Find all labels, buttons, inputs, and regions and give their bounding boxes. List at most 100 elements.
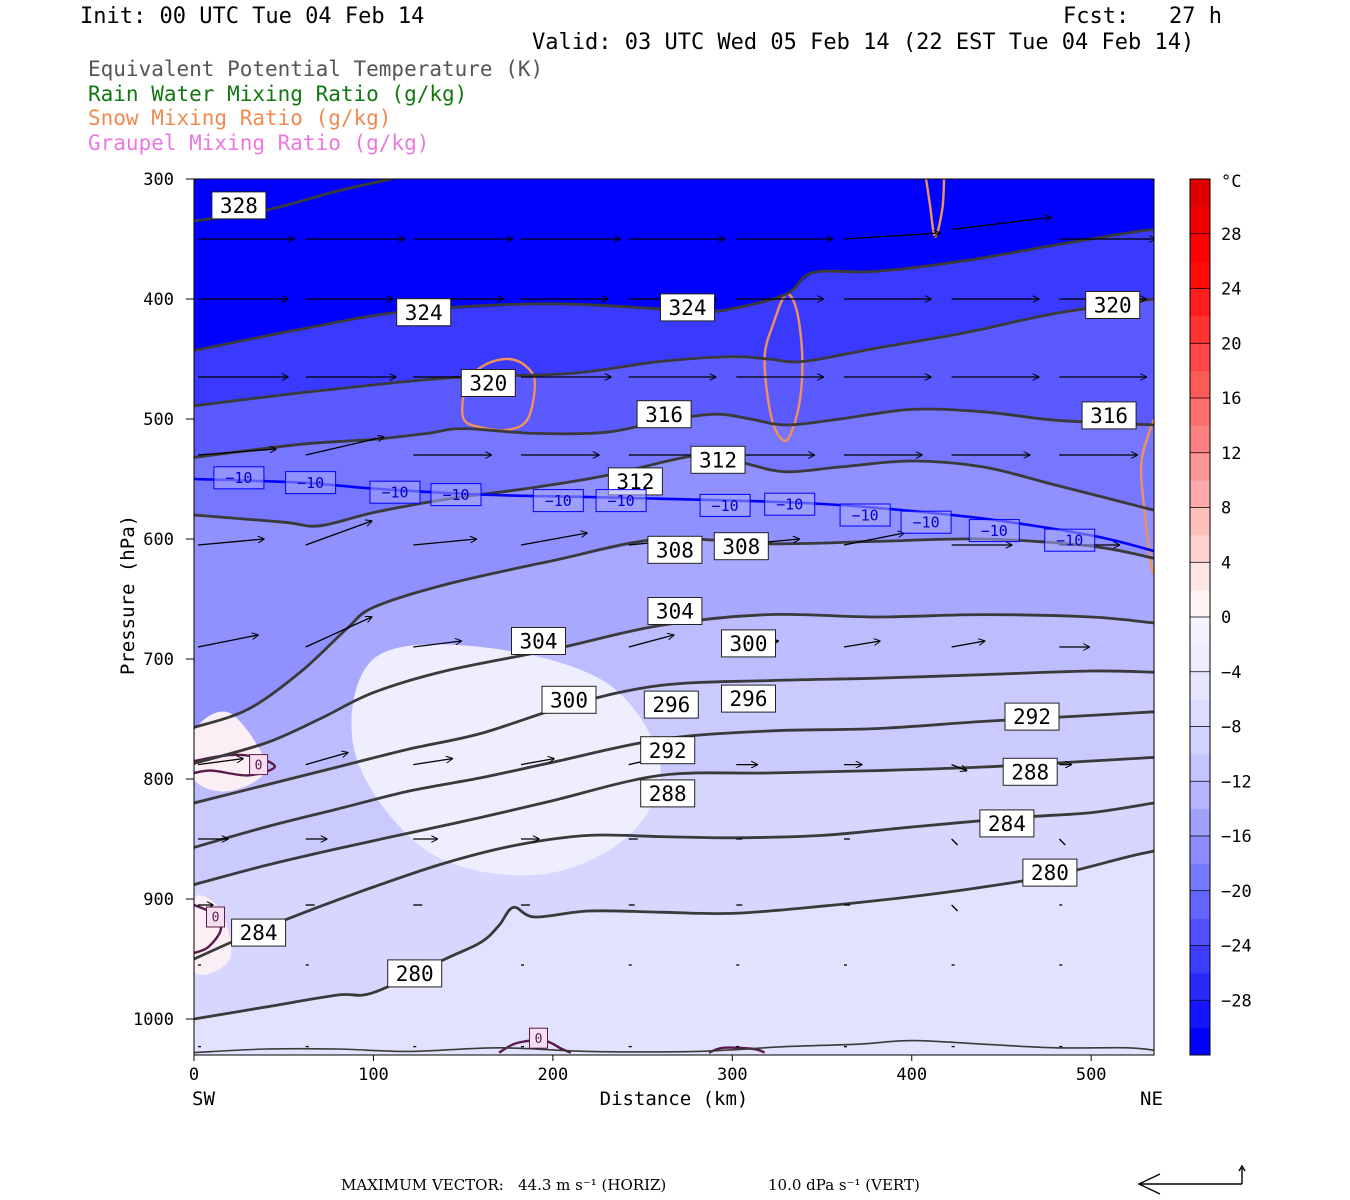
colorbar-swatch <box>1190 534 1210 563</box>
rain-label-box <box>206 906 225 928</box>
temperature-label-box <box>532 489 584 513</box>
theta-e-label-text: 324 <box>405 301 443 325</box>
wind-vector <box>951 641 985 648</box>
colorbar-swatch <box>1190 343 1210 372</box>
theta-e-label-box <box>231 918 287 947</box>
y-tick-label: 600 <box>143 530 174 550</box>
temperature-label: −10 <box>900 510 952 534</box>
wind-vector <box>413 759 452 766</box>
snow-contour <box>763 292 804 442</box>
shade-band <box>194 851 1154 1055</box>
theta-e-label-box <box>211 191 267 220</box>
wind-vector <box>951 838 959 846</box>
theta-e-label-box <box>1022 858 1078 887</box>
theta-e-label-box <box>647 597 703 625</box>
rain-label-box <box>529 1027 548 1049</box>
colorbar-tick-label: −28 <box>1221 991 1252 1011</box>
temperature-label: −10 <box>839 503 891 527</box>
rain-label: 0 <box>529 1027 548 1049</box>
colorbar-swatch <box>1190 206 1210 235</box>
theta-e-contour-280 <box>194 1039 1154 1054</box>
temperature-label-text: −10 <box>1056 532 1083 550</box>
wind-vector <box>843 533 904 546</box>
theta-e-label: 324 <box>396 298 452 327</box>
temperature-label-box <box>839 503 891 527</box>
wind-vector <box>843 641 880 648</box>
rain-label: 0 <box>249 754 269 776</box>
theta-e-label: 316 <box>636 400 692 429</box>
x-tick-label: 0 <box>189 1065 199 1085</box>
colorbar-tick-label: 28 <box>1221 225 1241 245</box>
forecast-hour: Fcst: 27 h <box>1063 4 1222 29</box>
temperature-label: −10 <box>285 471 337 495</box>
wind-vector <box>197 635 258 648</box>
theta-e-label: 292 <box>1004 702 1060 731</box>
theta-e-label: 328 <box>211 191 267 220</box>
wind-vector <box>305 753 348 766</box>
x-tick-label: 200 <box>538 1065 569 1085</box>
theta-e-label: 284 <box>979 809 1035 838</box>
theta-e-label-text: 320 <box>469 372 507 396</box>
theta-e-label-box <box>660 293 715 322</box>
theta-e-contour-320 <box>194 297 1154 408</box>
colorbar-tick-label: −24 <box>1221 937 1252 957</box>
y-tick-label: 500 <box>143 410 174 430</box>
theta-e-label-text: 320 <box>1094 294 1132 318</box>
theta-e-label-text: 280 <box>396 962 434 986</box>
colorbar-swatch <box>1190 890 1210 919</box>
plot-frame <box>193 178 1155 1056</box>
theta-e-contour-304 <box>194 612 1154 765</box>
colorbar-swatch <box>1190 398 1210 426</box>
colorbar-swatch <box>1190 753 1210 782</box>
colorbar-swatch <box>1190 699 1210 727</box>
y-axis-title: Pressure (hPa) <box>117 515 139 675</box>
colorbar-swatch <box>1190 179 1210 207</box>
theta-e-label: 304 <box>647 597 703 625</box>
colorbar-tick-label: −20 <box>1221 882 1252 902</box>
theta-e-label-text: 300 <box>550 688 588 712</box>
theta-e-label-box <box>640 736 696 765</box>
colorbar-tick-label: 16 <box>1221 389 1241 409</box>
theta-e-label-text: 304 <box>520 630 558 654</box>
x-axis-title: Distance (km) <box>600 1088 749 1110</box>
rain-label: 0 <box>206 906 225 928</box>
temperature-label-box <box>1044 528 1096 552</box>
theta-e-label-box <box>1081 401 1137 430</box>
y-tick-label: 400 <box>143 290 174 310</box>
wind-vector <box>951 763 967 771</box>
theta-e-label-text: 324 <box>669 296 707 320</box>
temperature-label-text: −10 <box>381 484 408 502</box>
colorbar-swatch <box>1190 972 1210 1001</box>
theta-e-label: 296 <box>721 684 776 713</box>
y-tick-label: 300 <box>143 170 174 190</box>
theta-e-label-text: 308 <box>656 538 694 562</box>
theta-e-label-text: 328 <box>220 194 258 218</box>
valid-time: Valid: 03 UTC Wed 05 Feb 14 (22 EST Tue … <box>532 30 1195 55</box>
wind-vector <box>305 521 372 546</box>
temperature-label-box <box>369 480 421 504</box>
shade-band <box>194 757 1154 1019</box>
theta-e-label-text: 300 <box>730 632 768 656</box>
colorbar-tick-label: 0 <box>1221 608 1231 628</box>
temperature-label-box <box>968 519 1020 543</box>
colorbar-swatch <box>1190 918 1210 946</box>
temperature-label-text: −10 <box>776 496 803 514</box>
max-vector-horiz: 44.3 m s⁻¹ (HORIZ) <box>518 1176 667 1194</box>
y-tick-label: 700 <box>143 650 174 670</box>
colorbar-tick-label: 24 <box>1221 280 1241 300</box>
theta-e-contour-284 <box>194 849 1154 1021</box>
rain-label-text: 0 <box>255 758 263 773</box>
wind-vector <box>951 217 1051 231</box>
theta-e-label: 288 <box>1002 757 1058 786</box>
theta-e-label: 288 <box>640 779 696 808</box>
wind-vector <box>520 533 587 546</box>
theta-e-label-text: 284 <box>240 921 278 945</box>
y-tick-label: 1000 <box>133 1010 174 1030</box>
temperature-label-text: −10 <box>297 474 324 492</box>
theta-e-label-box <box>636 400 692 429</box>
theta-e-label-box <box>713 532 769 561</box>
temperature-label-text: −10 <box>852 506 879 524</box>
temperature-label-text: −10 <box>225 469 252 487</box>
theta-e-label: 320 <box>1085 291 1141 319</box>
